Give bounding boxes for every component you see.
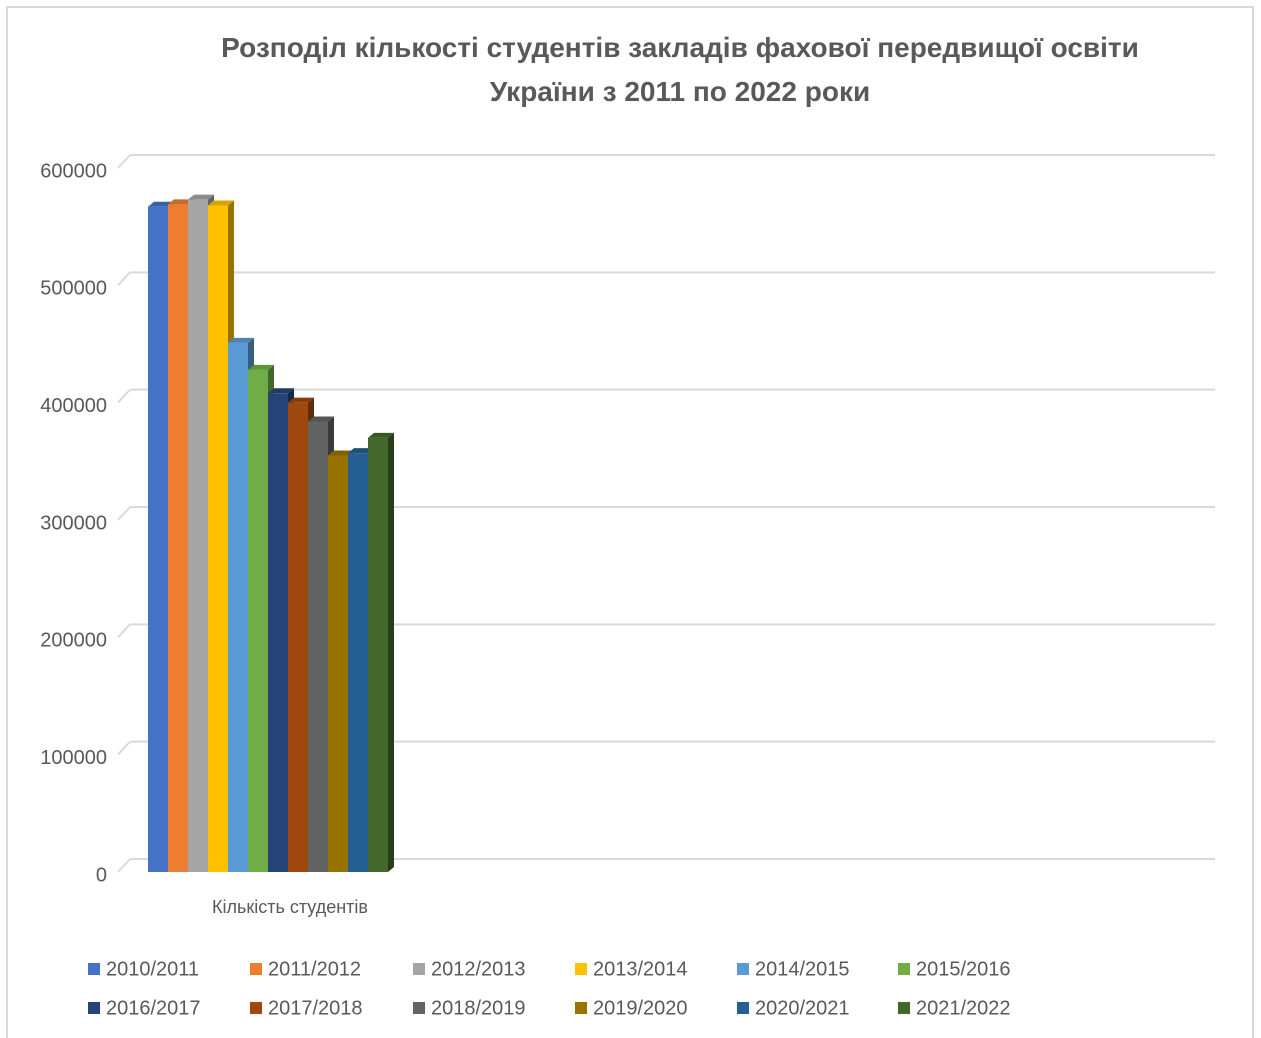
y-tick-label: 300000 xyxy=(40,512,107,534)
grid-line-depth xyxy=(117,271,131,287)
bar xyxy=(208,205,228,873)
legend-label: 2016/2017 xyxy=(106,997,201,1019)
legend-swatch xyxy=(250,963,262,975)
legend-swatch xyxy=(898,963,910,975)
bar xyxy=(368,437,388,872)
legend-swatch xyxy=(575,1002,587,1014)
legend-label: 2011/2012 xyxy=(268,958,361,980)
bar-top xyxy=(268,388,294,394)
bar-top xyxy=(148,201,174,207)
bar xyxy=(328,455,348,872)
grid-line-depth xyxy=(117,858,131,873)
legend-label: 2012/2013 xyxy=(431,958,526,980)
bar-top xyxy=(368,432,394,438)
bar xyxy=(168,204,188,872)
y-tick-label: 600000 xyxy=(40,160,107,182)
bar xyxy=(248,369,268,872)
grid-line-depth xyxy=(117,740,131,756)
legend-label: 2013/2014 xyxy=(593,958,688,980)
legend-label: 2021/2022 xyxy=(916,997,1011,1019)
y-tick-label: 0 xyxy=(96,864,107,886)
bar xyxy=(148,206,168,873)
bar-top xyxy=(348,448,374,454)
bar-top xyxy=(168,199,194,205)
bar-top xyxy=(328,450,354,456)
legend-swatch xyxy=(88,963,100,975)
bar-top xyxy=(188,194,214,200)
bar-top xyxy=(288,397,314,403)
bar xyxy=(308,421,328,872)
legend-label: 2015/2016 xyxy=(916,958,1011,980)
chart-title: Розподіл кількості студентів закладів фа… xyxy=(221,32,1139,107)
bar-top xyxy=(248,364,274,370)
legend-label: 2020/2021 xyxy=(755,997,850,1019)
bar xyxy=(228,342,248,872)
bar-side xyxy=(388,432,394,872)
legend-swatch xyxy=(898,1002,910,1014)
legend-swatch xyxy=(737,963,749,975)
bar-top xyxy=(208,200,234,206)
grid-line-depth xyxy=(117,506,131,521)
legend-label: 2010/2011 xyxy=(106,958,199,980)
legend-label: 2017/2018 xyxy=(268,997,363,1019)
legend-swatch xyxy=(250,1002,262,1014)
legend-label: 2019/2020 xyxy=(593,997,688,1019)
y-tick-label: 400000 xyxy=(40,395,107,417)
bar-top xyxy=(308,416,334,422)
bar xyxy=(268,393,288,872)
legend-swatch xyxy=(413,1002,425,1014)
legend-swatch xyxy=(737,1002,749,1014)
grid-line-depth xyxy=(117,388,131,404)
bar xyxy=(188,199,208,872)
legend-label: 2018/2019 xyxy=(431,997,526,1019)
bar-top xyxy=(228,337,254,343)
bar xyxy=(288,402,308,872)
legend-swatch xyxy=(413,963,425,975)
grid-line-depth xyxy=(117,154,131,169)
chart-frame xyxy=(6,6,1254,1038)
legend-swatch xyxy=(575,963,587,975)
grid-line-depth xyxy=(117,623,131,639)
y-tick-label: 200000 xyxy=(40,630,107,652)
y-tick-label: 100000 xyxy=(40,747,107,769)
y-tick-label: 500000 xyxy=(40,278,107,300)
legend-label: 2014/2015 xyxy=(755,958,850,980)
bar xyxy=(348,453,368,872)
x-tick-label: Кількість студентів xyxy=(212,897,368,917)
legend-swatch xyxy=(88,1002,100,1014)
